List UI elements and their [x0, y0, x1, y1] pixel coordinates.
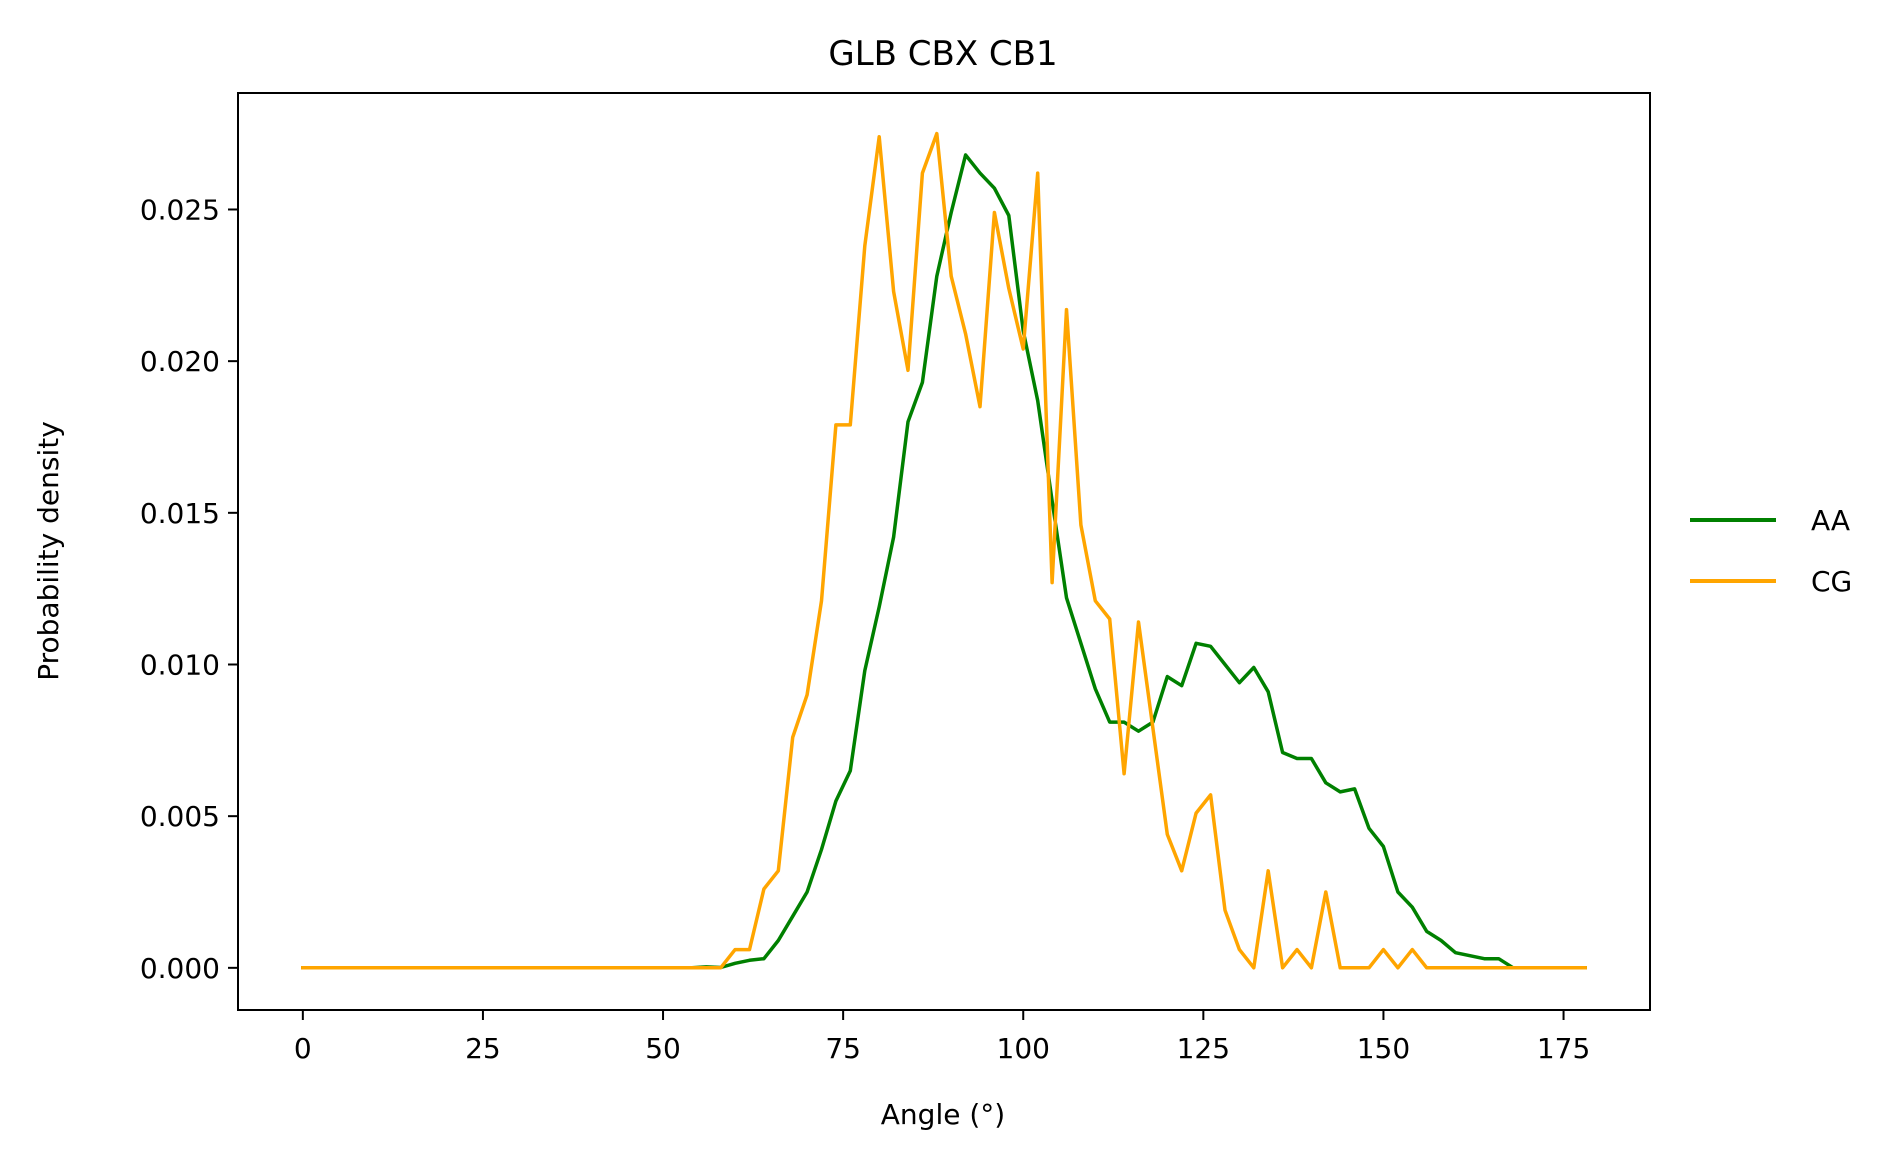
y-tick-label: 0.010	[140, 648, 220, 681]
y-axis-label: Probability density	[32, 421, 65, 681]
x-tick-label: 25	[465, 1032, 501, 1065]
plot-area	[238, 93, 1650, 1010]
y-tick-label: 0.005	[140, 800, 220, 833]
legend: AA CG	[1690, 504, 1852, 598]
x-tick-label: 0	[294, 1032, 312, 1065]
x-axis-label: Angle (°)	[881, 1098, 1005, 1131]
x-tick-label: 75	[825, 1032, 861, 1065]
x-axis: 0 25 50 75 100 125 150 175	[294, 1010, 1590, 1065]
x-tick-label: 175	[1537, 1032, 1590, 1065]
series-lines	[301, 131, 1587, 970]
chart-title: GLB CBX CB1	[828, 34, 1057, 74]
y-tick-label: 0.020	[140, 345, 220, 378]
x-tick-label: 125	[1177, 1032, 1230, 1065]
x-tick-label: 150	[1357, 1032, 1410, 1065]
y-tick-label: 0.000	[140, 952, 220, 985]
x-tick-label: 50	[645, 1032, 681, 1065]
legend-label-cg: CG	[1811, 565, 1852, 598]
legend-label-aa: AA	[1811, 504, 1850, 537]
y-axis: 0.000 0.005 0.010 0.015 0.020 0.025	[140, 193, 238, 985]
plot-frame	[237, 92, 1651, 1011]
y-tick-label: 0.015	[140, 497, 220, 530]
x-tick-label: 100	[997, 1032, 1050, 1065]
series-line-cg	[301, 131, 1587, 970]
y-tick-label: 0.025	[140, 193, 220, 226]
